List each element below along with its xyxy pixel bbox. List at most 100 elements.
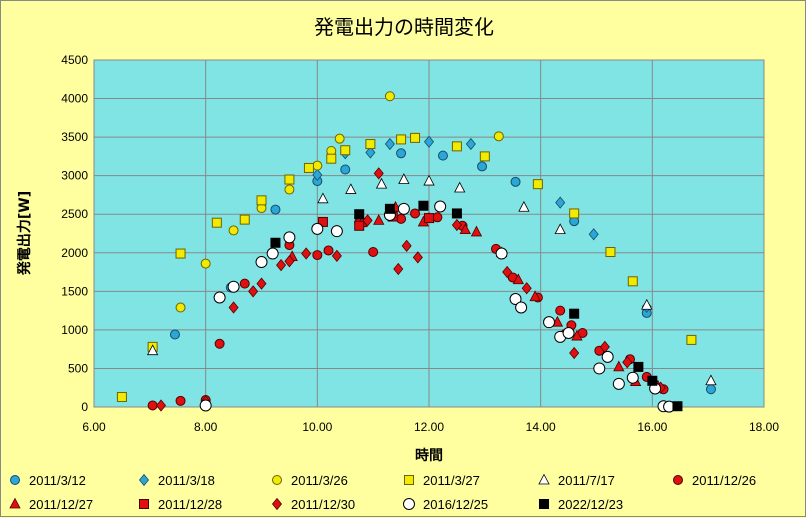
x-tick-label: 8.00 [194,420,218,434]
data-point [423,135,435,148]
data-point [410,208,421,219]
data-point [613,360,625,372]
data-point [410,132,421,143]
data-point [571,329,583,341]
data-point [147,400,158,411]
legend-label: 2022/12/23 [558,497,623,512]
legend-label: 2011/12/30 [291,497,355,512]
legend-label: 2011/12/26 [692,473,756,488]
data-point [175,248,186,259]
data-point [647,375,658,386]
data-point [521,282,532,295]
data-point [493,131,504,142]
data-point [401,239,412,252]
data-point [434,200,447,213]
data-point [266,247,279,260]
data-point [345,183,357,194]
data-point [588,228,599,241]
data-point [326,153,337,164]
y-tick-label: 1000 [61,323,88,337]
data-point [510,176,521,187]
data-point [211,217,222,228]
x-tick-label: 18.00 [749,420,779,434]
data-point [593,362,606,375]
data-point [270,237,281,248]
data-point [146,344,159,356]
legend-marker [538,473,550,485]
data-point [569,308,580,319]
data-point [423,174,435,186]
data-point [228,225,239,236]
data-point [199,399,212,412]
data-point [284,184,295,195]
data-point [569,208,580,219]
legend-label: 2016/12/25 [423,497,488,512]
y-tick-label: 2000 [61,246,88,260]
data-point [437,150,448,161]
data-point [705,374,717,386]
data-point [256,195,267,206]
data-point [396,134,407,145]
data-point [317,216,328,227]
data-point [396,213,407,224]
data-point [323,245,334,256]
data-point [705,384,716,395]
x-tick-label: 10.00 [302,420,332,434]
data-point [686,334,697,345]
data-point [601,350,614,363]
data-point [384,137,395,151]
data-point [248,285,259,298]
data-point [255,256,268,269]
data-point [284,255,295,268]
data-point [384,203,395,214]
data-point [175,302,186,313]
data-point [512,273,524,285]
data-point [396,148,407,159]
data-point [239,214,250,225]
data-point [213,291,226,304]
data-point [626,371,639,384]
legend-label: 2011/12/28 [158,497,222,512]
legend-marker [403,498,415,510]
data-point [641,298,653,310]
data-point [362,214,373,227]
y-tick-label: 4000 [61,92,88,106]
x-tick-label: 6.00 [82,420,106,434]
data-point [373,167,384,180]
data-point [451,141,462,152]
data-point [256,277,267,290]
y-axis-label: 発電出力[W] [16,191,33,276]
data-point [354,209,365,220]
data-point [454,181,466,193]
legend-marker [404,475,414,485]
data-point [365,146,376,159]
y-tick-label: 500 [68,361,88,375]
data-point [622,356,633,369]
data-point [569,346,580,360]
legend-label: 2011/3/12 [29,473,86,488]
data-point [627,276,638,287]
data-point [373,214,385,225]
data-point [418,200,429,211]
data-point [555,196,566,209]
data-point [175,395,186,406]
data-point [155,399,167,412]
legend-marker [539,499,549,509]
chart-title: 発電出力の時間変化 [314,15,494,39]
legend-label: 2011/12/27 [29,497,93,512]
data-point [393,262,404,276]
data-point [227,280,240,293]
data-point [354,220,365,231]
data-point [672,401,683,412]
legend-label: 2011/3/26 [291,473,348,488]
data-point [605,247,616,258]
data-point [276,258,287,272]
data-point [529,290,541,302]
data-point [116,391,127,402]
data-point [311,222,324,235]
y-tick-label: 2500 [61,207,88,221]
y-tick-label: 4500 [61,53,88,67]
data-point [459,223,471,235]
data-point [397,202,410,215]
tick-labels: 0 500 1000 1500 2000 2500 3000 3500 4000 4500 6.00… [61,53,779,434]
